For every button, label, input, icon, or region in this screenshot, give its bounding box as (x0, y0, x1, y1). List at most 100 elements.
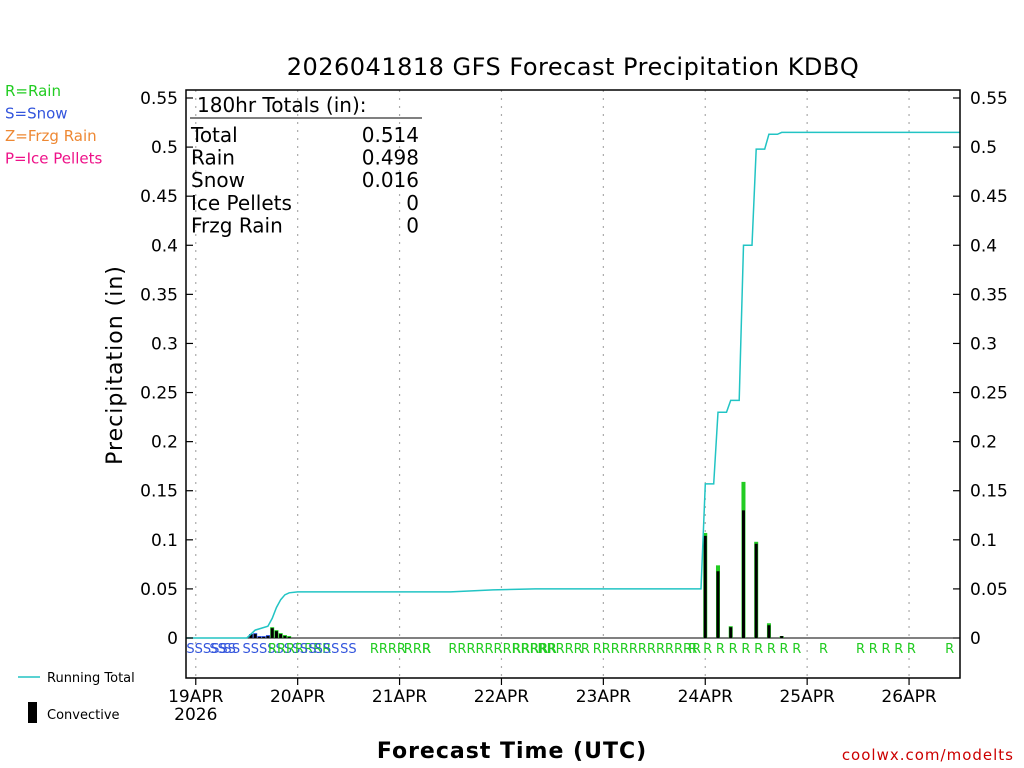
totals-row-label: Snow (191, 168, 245, 192)
precip-type-code: SS (340, 642, 357, 657)
convective-bar (754, 543, 758, 638)
convective-bar (257, 637, 261, 638)
precip-type-code: RRRRRRR (268, 642, 331, 657)
convective-bar (767, 625, 771, 638)
credit-text: coolwx.com/modelts (842, 746, 1014, 764)
precip-type-code: S (308, 642, 316, 657)
precip-type-code: RRRRR (538, 642, 583, 657)
convective-bar (729, 627, 733, 638)
precip-type-code: R (819, 642, 828, 657)
type-legend-entry: Z=Frzg Rain (5, 127, 97, 145)
precip-type-code: S (223, 642, 231, 657)
convective-bar (266, 636, 270, 638)
type-legend-entry: S=Snow (5, 105, 68, 123)
precip-type-legend: R=Rain S=Snow Z=Frzg Rain P=Ice Pellets (5, 82, 102, 168)
chart-title: 2026041818 GFS Forecast Precipitation KD… (287, 53, 860, 81)
y-tick-label-right: 0 (970, 629, 981, 649)
running-total-line (186, 131, 960, 639)
convective-legend-swatch (28, 702, 37, 723)
totals-row-label: Frzg Rain (191, 213, 283, 237)
y-tick-label-left: 0.4 (151, 236, 178, 256)
precip-type-code: RRRR (512, 642, 548, 657)
convective-legend-label: Convective (47, 708, 120, 723)
y-tick-label-left: 0.35 (140, 285, 178, 305)
x-tick-label: 25APR (779, 687, 835, 707)
y-tick-label-right: 0.35 (970, 285, 1008, 305)
y-tick-label-right: 0.2 (970, 433, 997, 453)
y-tick-label-right: 0.4 (970, 236, 997, 256)
type-legend-entry: P=Ice Pellets (5, 150, 102, 168)
x-tick-label: 21APR (372, 687, 428, 707)
y-tick-label-right: 0.45 (970, 187, 1008, 207)
precip-type-code: R (729, 642, 738, 657)
totals-box: 180hr Totals (in): Total 0.514 Rain 0.498 Sn… (190, 93, 422, 237)
convective-bar (703, 535, 707, 638)
precip-type-code: R (792, 642, 801, 657)
convective-bar (262, 637, 266, 638)
type-legend-entry: R=Rain (5, 82, 61, 100)
totals-row-value: 0.514 (362, 123, 419, 147)
precip-type-code: R (856, 642, 865, 657)
precip-bars (248, 481, 784, 638)
y-axis-label: Precipitation (in) (103, 265, 128, 465)
precip-type-code: R (581, 642, 590, 657)
totals-row-value: 0 (406, 213, 419, 237)
y-tick-label-right: 0.55 (970, 89, 1008, 109)
precip-type-code: R (767, 642, 776, 657)
precip-type-code: R (688, 642, 697, 657)
x-tick-label: 26APR (881, 687, 937, 707)
y-tick-label-left: 0.5 (151, 138, 178, 158)
precip-type-code: S (300, 642, 308, 657)
x-tick-label: 19APR (168, 687, 224, 707)
totals-row-label: Ice Pellets (191, 191, 292, 215)
bottom-legend: Running Total Convective (18, 671, 135, 723)
precip-type-code: R (869, 642, 878, 657)
x-tick-label: 24APR (678, 687, 734, 707)
precip-type-code: SS (209, 642, 226, 657)
x-tick-label: 23APR (576, 687, 632, 707)
x-tick-label: 20APR (270, 687, 326, 707)
convective-bar (741, 510, 745, 638)
totals-row-label: Total (190, 123, 238, 147)
convective-bar (283, 636, 287, 638)
y-tick-label-left: 0.2 (151, 433, 178, 453)
y-tick-label-left: 0.05 (140, 580, 178, 600)
convective-bar (780, 636, 784, 638)
convective-bar (287, 637, 291, 638)
x-year-label: 2026 (174, 705, 217, 725)
precip-type-code: R (894, 642, 903, 657)
precip-type-code: R (716, 642, 725, 657)
precip-type-code: S (232, 642, 240, 657)
y-tick-label-left: 0.1 (151, 531, 178, 551)
convective-bar (274, 631, 278, 638)
precip-type-code: R (422, 642, 431, 657)
precip-type-code: RRRR (370, 642, 406, 657)
y-tick-label-left: 0.45 (140, 187, 178, 207)
y-tick-label-left: 0.15 (140, 482, 178, 502)
x-axis-label: Forecast Time (UTC) (377, 739, 647, 764)
y-tick-label-left: 0 (167, 629, 178, 649)
precip-type-code: RRRRRRRRRRRR (448, 642, 556, 657)
precip-type-code: SSS (315, 642, 340, 657)
precip-type-code: R (881, 642, 890, 657)
precip-type-code: RRR (404, 642, 431, 657)
y-tick-label-right: 0.25 (970, 384, 1008, 404)
y-axis-ticks: 0 00.05 0.050.1 0.10.15 0.150.2 0.20.25 0.250.… (140, 89, 1008, 649)
plot-frame (185, 89, 961, 679)
y-tick-label-right: 0.05 (970, 580, 1008, 600)
totals-row-label: Rain (191, 146, 235, 170)
precip-type-code: R (754, 642, 763, 657)
precip-type-code: R (703, 642, 712, 657)
convective-bar (270, 628, 274, 638)
x-tick-label: 22APR (474, 687, 530, 707)
convective-bar (279, 634, 283, 638)
precip-type-code: SSSSSS (186, 642, 236, 657)
precip-type-code: R (741, 642, 750, 657)
precip-type-code: R (780, 642, 789, 657)
totals-row-value: 0.498 (362, 146, 419, 170)
y-tick-label-left: 0.25 (140, 384, 178, 404)
precip-type-code: RRRRRRRR (593, 642, 665, 657)
